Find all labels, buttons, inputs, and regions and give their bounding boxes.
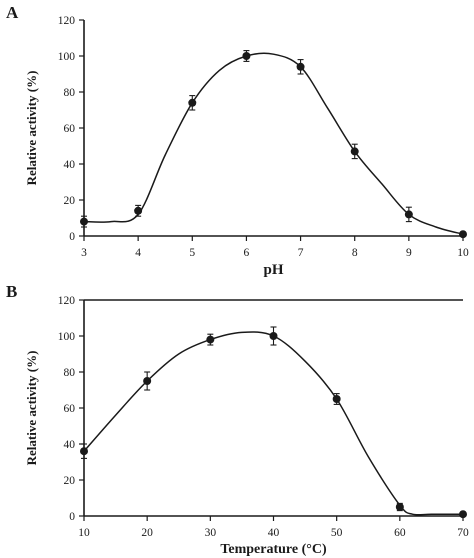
x-tick-label: 40 (268, 527, 280, 539)
x-tick-label: 7 (298, 247, 304, 259)
data-point (459, 230, 467, 239)
panel-a: A 0 20 40 60 80 100 120 3 4 5 6 7 8 9 10 pH Relative acti… (6, 3, 469, 278)
y-tick-label: 20 (64, 475, 76, 487)
y-tick-label: 0 (69, 511, 75, 523)
x-tick-label: 60 (394, 527, 406, 539)
x-tick-label: 50 (331, 527, 343, 539)
y-axis-title: Relative activity (%) (24, 351, 39, 466)
data-point (395, 503, 404, 511)
y-tick-label: 100 (58, 51, 76, 63)
x-axis-title: Temperature (°C) (220, 542, 327, 557)
y-axis-title: Relative activity (%) (24, 71, 39, 186)
x-tick-label: 9 (406, 247, 412, 259)
x-tick-label: 20 (141, 527, 153, 539)
y-tick-label: 20 (64, 195, 76, 207)
y-tick-label: 100 (58, 331, 76, 343)
panel-letter: A (6, 3, 19, 22)
data-point (350, 147, 359, 156)
x-tick-label: 4 (135, 247, 141, 259)
y-tick-label: 40 (64, 439, 76, 451)
data-point (269, 332, 278, 340)
x-tick-label: 5 (189, 247, 195, 259)
data-point (404, 210, 413, 219)
series-curve (83, 331, 463, 516)
panel-letter: B (6, 282, 17, 301)
y-tick-label: 80 (64, 367, 76, 379)
x-tick-label: 10 (457, 247, 469, 259)
data-point (80, 447, 88, 456)
y-tick-label: 120 (58, 295, 76, 307)
y-tick-label: 40 (64, 159, 76, 171)
y-tick-label: 0 (69, 231, 75, 243)
data-point (296, 62, 305, 71)
data-point (332, 395, 341, 403)
y-tick-label: 60 (64, 123, 76, 135)
data-point (80, 217, 88, 226)
x-axis-title: pH (263, 262, 283, 278)
x-tick-label: 10 (78, 527, 90, 539)
panel-b: B 0 20 40 60 80 100 120 10 20 30 40 50 60 70 Temperatur… (6, 282, 469, 557)
y-tick-label: 80 (64, 87, 76, 99)
x-tick-label: 70 (457, 527, 469, 539)
data-point (242, 52, 251, 60)
data-point (206, 335, 215, 344)
data-point (459, 510, 467, 519)
series-curve (83, 52, 464, 235)
x-tick-label: 30 (205, 527, 217, 539)
y-tick-label: 60 (64, 403, 76, 415)
x-tick-label: 8 (352, 247, 358, 259)
data-point (134, 206, 143, 215)
data-point (143, 377, 152, 385)
x-tick-label: 3 (81, 247, 87, 259)
data-point (188, 98, 197, 107)
y-tick-label: 120 (58, 15, 76, 27)
x-tick-label: 6 (244, 247, 250, 259)
